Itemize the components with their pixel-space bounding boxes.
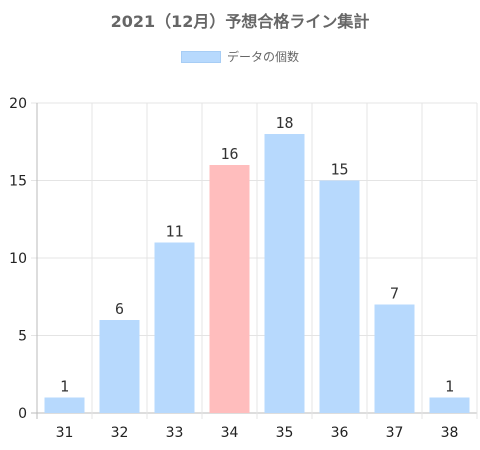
- x-tick-label-31: 31: [56, 425, 74, 441]
- bars: [44, 134, 470, 414]
- legend[interactable]: データの個数: [0, 48, 480, 65]
- bar-34[interactable]: [209, 165, 250, 413]
- data-label-34: 16: [220, 145, 238, 163]
- y-axis-ticks: 0 5 10 15 20: [9, 96, 27, 422]
- y-tick-label: 20: [9, 96, 27, 112]
- data-label-38: 1: [445, 378, 454, 396]
- x-tick-label-38: 38: [441, 425, 459, 441]
- bar-36[interactable]: [319, 180, 360, 414]
- data-label-35: 18: [275, 114, 293, 132]
- chart-title: 2021（12月）予想合格ライン集計: [110, 12, 370, 31]
- x-tick-label-32: 32: [111, 425, 129, 441]
- x-tick-label-37: 37: [386, 425, 404, 441]
- x-tick-label-35: 35: [276, 425, 294, 441]
- bar-37[interactable]: [374, 304, 415, 414]
- bar-35[interactable]: [264, 134, 305, 413]
- x-tick-label-34: 34: [221, 425, 239, 441]
- x-axis-ticks: 31 32 33 34 35 36 37 38: [56, 425, 459, 441]
- bar-32[interactable]: [99, 320, 140, 413]
- legend-swatch: [180, 50, 221, 63]
- data-label-31: 1: [60, 378, 69, 396]
- data-label-32: 6: [115, 300, 124, 318]
- bar-38[interactable]: [429, 397, 470, 414]
- y-tick-label: 10: [9, 251, 27, 267]
- x-tick-label-36: 36: [331, 425, 349, 441]
- bar-33[interactable]: [154, 242, 195, 414]
- data-label-36: 15: [330, 161, 348, 179]
- data-label-37: 7: [390, 285, 399, 303]
- bar-31[interactable]: [44, 397, 85, 414]
- legend-label: データの個数: [226, 50, 299, 64]
- y-tick-label: 15: [9, 174, 27, 190]
- y-tick-label: 0: [18, 406, 27, 422]
- data-label-33: 11: [165, 223, 183, 241]
- x-tick-label-33: 33: [166, 425, 184, 441]
- grid-lines: [31, 102, 478, 419]
- y-tick-label: 5: [18, 329, 27, 345]
